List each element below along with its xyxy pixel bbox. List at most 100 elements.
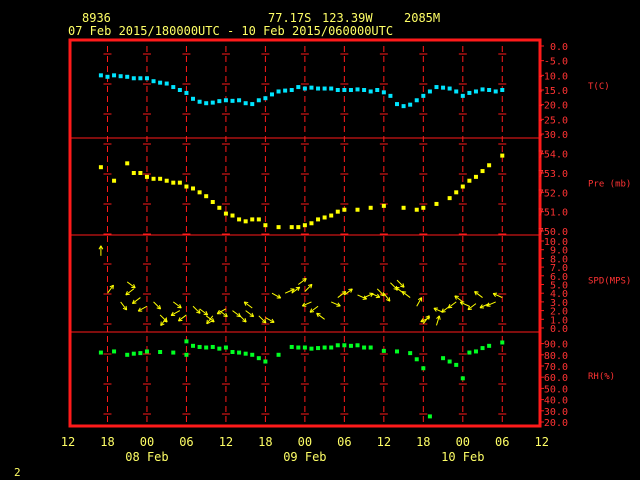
temperature-point <box>105 74 110 79</box>
wind-arrow <box>206 315 214 325</box>
humidity-point <box>171 350 176 355</box>
wind-arrowhead <box>316 313 319 318</box>
date-label: 08 Feb <box>125 450 168 464</box>
temperature-point <box>256 98 261 103</box>
humidity-point <box>441 356 446 361</box>
humidity-point <box>144 349 149 354</box>
temperature-point <box>125 74 130 79</box>
station-id: 8936 <box>82 11 111 25</box>
y-tick-label: 0.0 <box>550 42 568 53</box>
wind-arrowhead <box>350 288 353 293</box>
pressure-point <box>263 223 268 228</box>
pressure-point <box>243 219 248 224</box>
pressure-point <box>454 190 459 195</box>
humidity-point <box>138 351 143 356</box>
wind-arrow <box>265 317 275 323</box>
temperature-point <box>493 89 498 94</box>
y-tick-label: 0.0 <box>550 324 568 335</box>
pressure-point <box>112 178 117 183</box>
pressure-point <box>164 178 169 183</box>
temperature-point <box>441 85 446 90</box>
temperature-point <box>467 90 472 95</box>
wind-arrowhead <box>441 311 446 313</box>
wind-arrow <box>159 314 168 323</box>
pressure-point <box>256 217 261 222</box>
temperature-point <box>368 89 373 94</box>
wind-arrow <box>160 317 168 326</box>
temperature-point <box>223 98 228 103</box>
x-tick-label: 12 <box>377 435 391 449</box>
x-tick-label: 06 <box>179 435 193 449</box>
wind-arrowhead <box>309 308 313 313</box>
wind-arrowhead <box>467 308 472 311</box>
temperature-point <box>302 86 307 91</box>
wind-arrowhead <box>206 319 208 324</box>
y-tick-label: -30.0 <box>538 130 568 141</box>
wind-arrowhead <box>454 295 459 297</box>
wind-arrowhead <box>492 293 496 297</box>
wind-arrowhead <box>212 317 215 323</box>
temperature-point <box>335 88 340 92</box>
wind-arrow <box>132 297 141 304</box>
humidity-point <box>467 350 472 355</box>
x-tick-label: 00 <box>298 435 312 449</box>
humidity-point <box>302 345 307 350</box>
pressure-point <box>289 225 294 230</box>
wind-arrowhead <box>388 297 391 302</box>
wind-arrowhead <box>198 309 201 314</box>
wind-arrowhead <box>196 311 201 314</box>
temperature-point <box>329 86 334 91</box>
wind-arrowhead <box>236 315 241 318</box>
humidity-point <box>487 343 492 348</box>
humidity-point <box>309 346 314 351</box>
humidity-point <box>184 352 189 357</box>
y-tick-label: -5.0 <box>544 57 568 68</box>
humidity-point <box>316 346 321 351</box>
wind-arrowhead <box>348 288 353 291</box>
wind-arrowhead <box>216 310 220 314</box>
pressure-point <box>131 171 136 175</box>
pressure-point <box>480 169 485 174</box>
y-tick-label: 750.0 <box>538 227 568 238</box>
wind-arrow <box>337 291 347 298</box>
y-tick-label: 9.0 <box>550 246 568 257</box>
humidity-point <box>230 350 235 354</box>
y-tick-label: 753.0 <box>538 169 568 180</box>
wind-arrow <box>370 292 381 298</box>
humidity-point <box>250 352 255 357</box>
wind-arrow <box>284 288 295 294</box>
wind-arrow <box>192 305 201 314</box>
wind-arrowhead <box>401 291 405 296</box>
wind-arrowhead <box>178 319 183 322</box>
humidity-point <box>158 350 163 354</box>
pressure-point <box>125 161 130 166</box>
humidity-point <box>342 343 347 348</box>
wind-arrowhead <box>474 291 477 296</box>
wind-arrow <box>460 301 470 307</box>
wind-arrow <box>454 295 464 303</box>
wind-arrowhead <box>425 315 430 318</box>
wind-arrowhead <box>447 304 451 309</box>
wind-arrow <box>309 305 319 313</box>
temperature-point <box>408 102 413 107</box>
wind-arrowhead <box>467 305 471 310</box>
wind-arrowhead <box>244 318 247 323</box>
humidity-point <box>131 351 136 356</box>
pressure-point <box>296 225 301 230</box>
temperature-point <box>184 90 189 95</box>
temperature-point <box>112 73 117 78</box>
wind-arrow <box>492 293 503 299</box>
y-tick-label: 4.0 <box>550 289 568 300</box>
temperature-point <box>342 88 347 92</box>
humidity-point <box>454 362 459 367</box>
wind-arrowhead <box>436 315 440 319</box>
pressure-point <box>217 205 222 210</box>
pressure-point <box>460 184 465 189</box>
y-tick-label: 754.0 <box>538 150 568 161</box>
wind-arrow <box>238 314 247 323</box>
y-tick-label: 751.0 <box>538 208 568 219</box>
wind-arrowhead <box>125 293 130 296</box>
wind-arrowhead <box>249 315 254 318</box>
wind-arrowhead <box>133 284 136 289</box>
y-tick-label: -25.0 <box>538 115 568 126</box>
